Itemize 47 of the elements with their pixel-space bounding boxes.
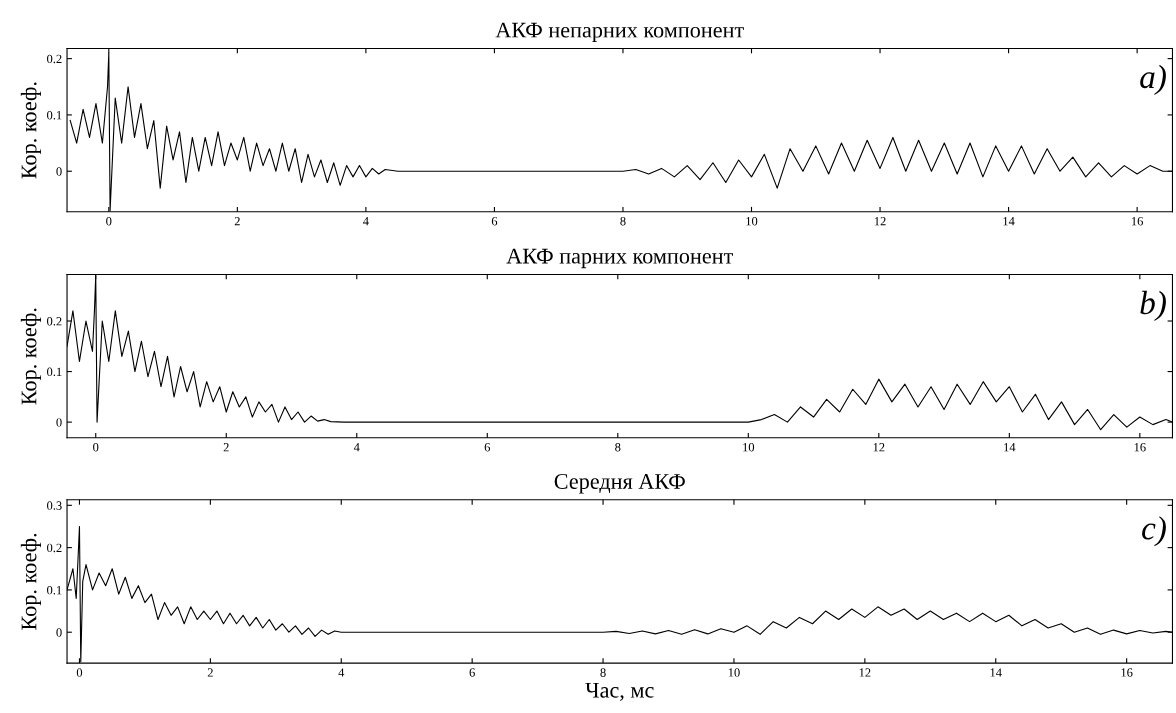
x-tick-label: 2 [207,668,213,677]
y-axis-title: Кор. коеф. [20,308,41,405]
y-axis-title: Кор. коеф. [20,82,41,179]
x-tick-label: 0 [93,443,99,452]
annotation: c) [1142,516,1166,547]
x-tick-label: 4 [363,217,369,226]
y-tick-label: 0.1 [47,110,62,120]
annotation: a) [1140,64,1166,96]
x-tick-label: 16 [1121,668,1133,677]
x-tick-label: 8 [600,668,606,677]
y-tick-label: 0 [56,167,62,176]
x-tick-label: 10 [743,443,755,452]
y-axis-title: Кор. коеф. [20,533,41,630]
x-tick-label: 12 [873,443,885,452]
x-tick-label: 8 [615,443,621,452]
y-tick-label: 0.2 [47,317,62,326]
x-axis-title: Час, мс [585,682,654,701]
x-tick-label: 2 [234,217,240,226]
x-tick-label: 10 [728,668,740,677]
y-tick-label: 0 [56,628,62,637]
x-tick-label: 16 [1131,217,1143,226]
y-tick-label: 0.3 [47,501,62,510]
chart-title: АКФ непарних компонент [495,22,744,43]
x-tick-label: 8 [620,216,626,226]
y-tick-label: 0.1 [47,585,62,595]
y-tick-label: 0 [56,418,62,427]
x-tick-label: 6 [469,668,475,677]
chart-title: Середня АКФ [554,473,685,494]
x-tick-label: 0 [76,668,83,677]
x-tick-label: 14 [1003,217,1015,226]
x-tick-label: 6 [491,217,498,226]
x-tick-label: 16 [1134,443,1146,452]
x-tick-label: 2 [223,443,229,452]
x-tick-label: 12 [874,217,886,226]
x-tick-label: 14 [1004,443,1016,452]
y-tick-label: 0.2 [47,543,62,553]
x-tick-label: 0 [106,216,112,226]
x-tick-label: 14 [990,668,1002,677]
y-tick-label: 0.2 [47,54,62,64]
x-tick-label: 6 [484,443,491,452]
chart-title: АКФ парних компонент [506,248,733,269]
x-tick-label: 10 [746,216,758,226]
x-tick-label: 4 [353,443,360,452]
x-tick-label: 12 [859,668,871,677]
y-tick-label: 0.1 [47,367,62,377]
x-tick-label: 4 [338,668,345,677]
annotation: b) [1140,290,1166,322]
